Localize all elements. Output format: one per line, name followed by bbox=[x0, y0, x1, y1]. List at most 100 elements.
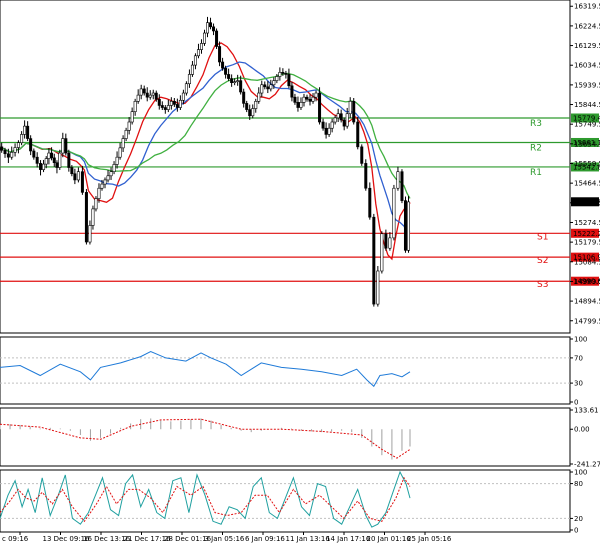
candle-body bbox=[352, 101, 356, 123]
candle-body bbox=[67, 152, 71, 168]
candle-body bbox=[281, 72, 285, 74]
osc1-y-tick-label: 30 bbox=[574, 380, 583, 388]
candle-body bbox=[88, 225, 92, 243]
x-axis-tick-label: 14 Jan 17:16 bbox=[326, 535, 371, 543]
candle-body bbox=[302, 96, 306, 103]
candle-body bbox=[13, 147, 17, 153]
x-axis-tick-label: 20 Jan 01:16 bbox=[367, 535, 412, 543]
candle-body bbox=[396, 171, 400, 189]
candle-body bbox=[112, 164, 116, 172]
price-y-tick-label: 14799.5 bbox=[574, 317, 600, 325]
candle-body bbox=[206, 22, 210, 34]
osc3-k-line bbox=[0, 470, 411, 528]
price-y-tick-label: 15749.5 bbox=[574, 121, 600, 129]
level-price-label-r2: 15661.1 bbox=[573, 139, 600, 147]
current-price-label: 15374.5 bbox=[573, 198, 600, 206]
candle-body bbox=[236, 80, 240, 82]
osc3-y-tick-label: 0 bbox=[574, 527, 578, 535]
candle-body bbox=[245, 103, 249, 110]
candle-body bbox=[403, 200, 407, 251]
price-y-tick-label: 15179.5 bbox=[574, 239, 600, 247]
candle-body bbox=[380, 233, 384, 272]
oscillator-2-panel bbox=[0, 407, 571, 467]
osc2-y-tick-label: 133.61 bbox=[574, 407, 599, 415]
candle-body bbox=[230, 78, 234, 83]
candle-body bbox=[3, 149, 7, 155]
candle-body bbox=[209, 22, 213, 28]
candle-body bbox=[278, 72, 282, 77]
candle-body bbox=[175, 104, 179, 108]
candle-body bbox=[364, 163, 368, 189]
price-y-tick-label: 15464.5 bbox=[574, 180, 600, 188]
candle-body bbox=[202, 32, 206, 44]
candle-body bbox=[133, 101, 137, 112]
osc3-y-tick-label: 80 bbox=[574, 480, 583, 488]
candle-body bbox=[345, 113, 349, 127]
candle-body bbox=[224, 67, 228, 75]
candle-body bbox=[97, 187, 101, 199]
candle-body bbox=[221, 61, 225, 69]
moving-average-3 bbox=[0, 72, 411, 199]
candle-body bbox=[218, 46, 222, 63]
candle-body bbox=[305, 96, 309, 100]
candle-body bbox=[139, 88, 143, 96]
candle-body bbox=[169, 101, 173, 106]
candle-body bbox=[314, 92, 318, 98]
level-label-r2: R2 bbox=[530, 143, 542, 153]
level-price-label-s2: 15106.9 bbox=[573, 254, 600, 262]
candle-body bbox=[76, 171, 80, 181]
level-price-box-r3 bbox=[571, 113, 599, 123]
level-price-label-s3: 14990.6 bbox=[573, 278, 600, 286]
candle-body bbox=[327, 127, 331, 135]
osc3-d-line bbox=[0, 476, 411, 523]
price-y-tick-label: 16129.5 bbox=[574, 42, 600, 50]
price-y-tick-label: 15559.5 bbox=[574, 160, 600, 168]
osc2-y-tick-label: 0.00 bbox=[574, 426, 590, 434]
candle-body bbox=[287, 74, 291, 87]
osc2-signal-line bbox=[0, 418, 411, 459]
level-label-s1: S1 bbox=[537, 232, 548, 242]
candle-body bbox=[239, 80, 243, 93]
candle-body bbox=[184, 83, 188, 94]
price-y-tick-label: 16224.5 bbox=[574, 22, 600, 30]
x-axis-tick-label: 25 Jan 05:16 bbox=[407, 535, 452, 543]
osc3-y-tick-label: 100 bbox=[574, 469, 587, 477]
candle-body bbox=[348, 101, 352, 115]
candle-body bbox=[26, 125, 30, 139]
level-label-s3: S3 bbox=[537, 280, 548, 290]
candle-body bbox=[376, 270, 380, 305]
osc1-y-tick-label: 0 bbox=[574, 399, 578, 407]
candle-body bbox=[73, 173, 77, 181]
candle-body bbox=[215, 30, 219, 47]
x-axis-tick-label: 16 Dec 13:16 bbox=[83, 535, 131, 543]
x-axis-tick-label: 21 Dec 17:16 bbox=[124, 535, 172, 543]
candle-body bbox=[20, 134, 24, 144]
moving-average-1 bbox=[0, 42, 411, 261]
price-y-tick-label: 14894.5 bbox=[574, 298, 600, 306]
candle-body bbox=[263, 84, 267, 88]
candle-body bbox=[32, 150, 36, 158]
candle-body bbox=[154, 92, 158, 100]
candle-body bbox=[172, 101, 176, 105]
level-label-r1: R1 bbox=[530, 168, 542, 178]
candle-body bbox=[61, 138, 65, 154]
candle-body bbox=[115, 156, 119, 165]
candle-body bbox=[127, 121, 131, 131]
candle-body bbox=[50, 152, 54, 159]
candle-body bbox=[296, 102, 300, 108]
level-label-r3: R3 bbox=[530, 119, 542, 129]
candle-body bbox=[10, 152, 14, 158]
candle-body bbox=[42, 163, 46, 170]
candle-body bbox=[148, 94, 152, 98]
candle-body bbox=[227, 74, 231, 79]
x-axis-tick-label: c 09:16 bbox=[2, 535, 29, 543]
candle-body bbox=[121, 138, 125, 149]
candle-body bbox=[124, 129, 128, 139]
candle-body bbox=[94, 198, 98, 210]
price-y-tick-label: 16319.5 bbox=[574, 3, 600, 11]
candle-body bbox=[16, 142, 20, 148]
candle-body bbox=[384, 233, 388, 249]
oscillator-1-panel bbox=[0, 336, 571, 405]
candle-body bbox=[44, 158, 48, 165]
osc3-y-tick-label: 20 bbox=[574, 515, 583, 523]
